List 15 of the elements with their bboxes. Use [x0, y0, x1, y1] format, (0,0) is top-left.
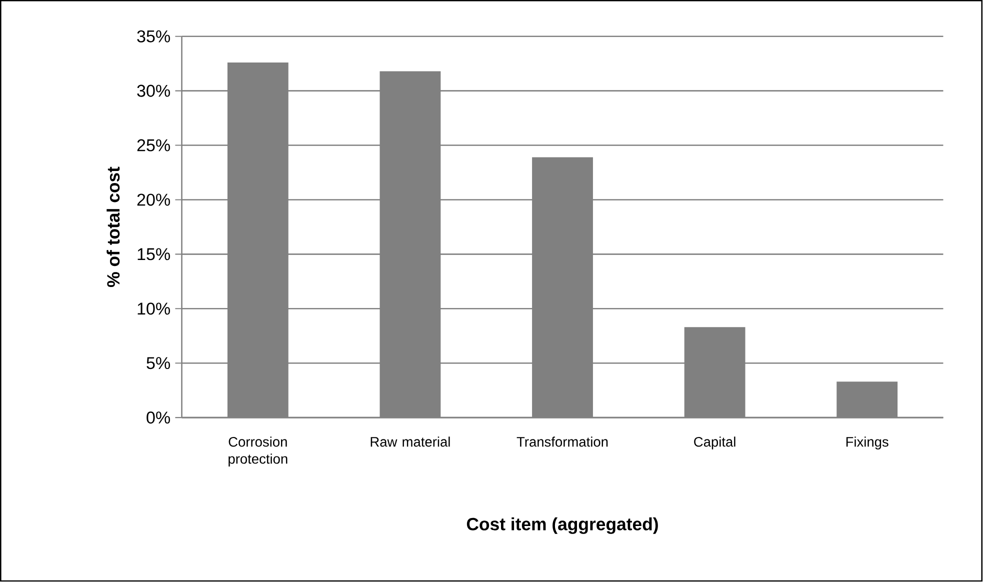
x-axis-title: Cost item (aggregated)	[466, 518, 658, 534]
x-tick-label: Corrosion protection	[228, 436, 288, 467]
y-tick-label: 10%	[138, 302, 170, 315]
y-tick-label: 30%	[137, 84, 170, 98]
y-tick-label: 20%	[137, 194, 170, 206]
x-tick-label: Fixings	[846, 436, 888, 450]
y-tick-label: 35%	[137, 30, 170, 43]
y-tick-label: 0%	[146, 412, 170, 424]
y-tick-label: 25%	[137, 139, 170, 152]
y-tick-label: 5%	[146, 357, 170, 370]
x-tick-label: Capital	[694, 436, 736, 450]
y-tick-label: 15%	[138, 248, 170, 260]
x-tick-label: Raw material	[370, 436, 450, 447]
y-axis-title: % of total cost	[106, 166, 120, 288]
x-tick-label: Transformation	[516, 436, 608, 447]
